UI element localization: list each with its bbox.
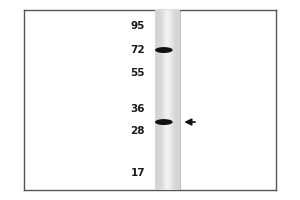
Bar xyxy=(173,10,174,190)
Bar xyxy=(175,10,176,190)
Bar xyxy=(174,10,175,190)
Bar xyxy=(170,10,171,190)
Bar xyxy=(156,10,157,190)
Bar xyxy=(178,10,179,190)
Bar xyxy=(169,10,170,190)
Text: 17: 17 xyxy=(130,168,145,178)
Bar xyxy=(164,10,165,190)
Bar xyxy=(155,10,180,190)
Ellipse shape xyxy=(155,119,173,125)
Bar xyxy=(165,10,166,190)
Bar xyxy=(157,10,158,190)
Bar xyxy=(177,10,178,190)
Bar xyxy=(158,10,159,190)
Text: 28: 28 xyxy=(130,126,145,136)
Bar xyxy=(172,10,173,190)
Bar xyxy=(155,10,156,190)
Text: 72: 72 xyxy=(130,45,145,55)
Bar xyxy=(163,10,164,190)
Text: 95: 95 xyxy=(130,21,145,31)
Bar xyxy=(161,10,162,190)
Bar xyxy=(176,10,177,190)
Ellipse shape xyxy=(155,47,173,53)
Bar xyxy=(171,10,172,190)
Bar xyxy=(168,10,169,190)
Bar xyxy=(179,10,180,190)
Bar xyxy=(159,10,160,190)
Bar xyxy=(166,10,167,190)
Bar xyxy=(167,10,168,190)
Bar xyxy=(160,10,161,190)
Text: 55: 55 xyxy=(130,68,145,78)
Bar xyxy=(162,10,163,190)
Text: 36: 36 xyxy=(130,104,145,114)
